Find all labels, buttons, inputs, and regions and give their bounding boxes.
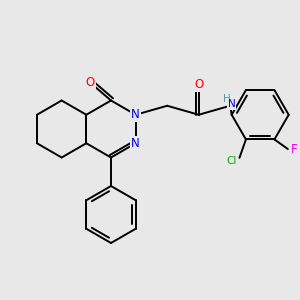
Text: Cl: Cl bbox=[227, 156, 237, 166]
Text: O: O bbox=[194, 78, 203, 91]
Text: N: N bbox=[228, 99, 236, 109]
Text: N: N bbox=[131, 137, 140, 150]
Text: O: O bbox=[85, 76, 94, 89]
Text: N: N bbox=[131, 108, 140, 121]
Text: F: F bbox=[291, 142, 298, 155]
Text: H: H bbox=[223, 94, 230, 104]
